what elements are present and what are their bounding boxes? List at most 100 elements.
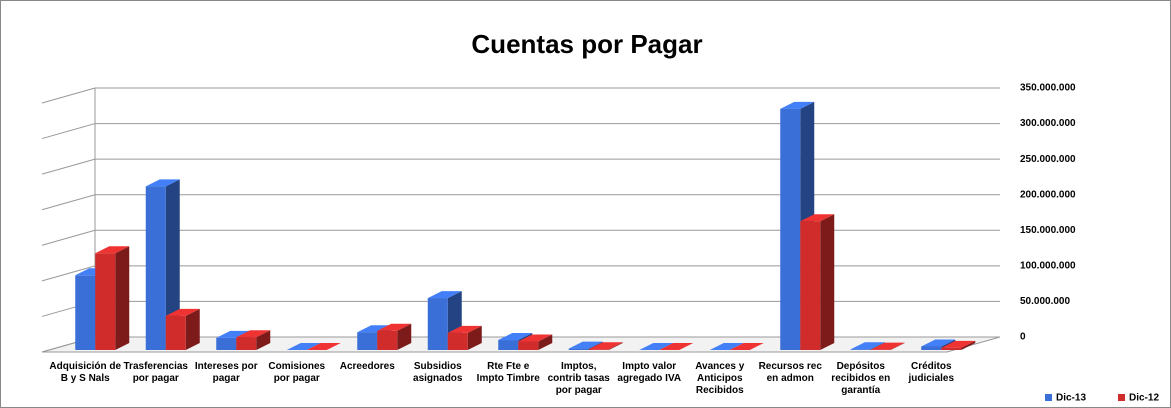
- bar-top: [921, 339, 956, 347]
- bar-top: [729, 343, 764, 350]
- x-tick-label: Adquisición de B y S Nals: [49, 361, 122, 384]
- bar-top: [659, 343, 694, 350]
- y-tick-label: 150.000.000: [1020, 225, 1076, 236]
- bar-front: [850, 349, 871, 350]
- bar-top: [709, 343, 744, 350]
- grid-line-side: [41, 158, 96, 175]
- bar: [729, 343, 764, 350]
- bar-top: [306, 343, 341, 350]
- bar-front: [145, 186, 166, 350]
- grid-line-side: [41, 123, 96, 140]
- legend-label: Dic-12: [1129, 393, 1159, 404]
- bar-front: [498, 340, 519, 350]
- bar-front: [447, 332, 468, 350]
- bar-top: [145, 179, 180, 187]
- grid-line-side: [41, 229, 96, 246]
- bar-top: [850, 342, 885, 350]
- bar-front: [518, 341, 539, 350]
- y-tick-label: 350.000.000: [1020, 83, 1076, 94]
- bar-front: [780, 108, 801, 350]
- x-tick-label: Recursos rec en admon: [758, 361, 822, 384]
- bar: [588, 342, 623, 350]
- bar-top: [95, 246, 130, 254]
- bar: [95, 246, 130, 350]
- bar-side: [115, 246, 130, 350]
- bar-top: [286, 343, 321, 350]
- bar: [165, 308, 200, 350]
- legend-swatch: [1118, 394, 1125, 401]
- bar: [941, 340, 976, 350]
- bar-side: [890, 342, 905, 350]
- bar-side: [538, 334, 553, 350]
- bar-front: [800, 221, 821, 350]
- bar: [709, 343, 744, 350]
- bar-top: [236, 330, 271, 338]
- x-tick-label: Depósitos recibidos en garantía: [831, 361, 891, 396]
- x-tick-label: Acreedores: [339, 361, 395, 372]
- bar-front: [568, 348, 589, 350]
- legend-label: Dic-13: [1056, 393, 1086, 404]
- bar-front: [427, 298, 448, 350]
- grid-line-side: [41, 265, 96, 282]
- bar-side: [397, 323, 412, 350]
- bar-top: [588, 342, 623, 350]
- bar: [236, 330, 271, 350]
- bar-front: [377, 330, 398, 350]
- bar-top: [165, 308, 200, 316]
- bar: [518, 334, 553, 350]
- bar-top: [639, 343, 674, 350]
- bar-front: [95, 253, 116, 350]
- bar-top: [870, 342, 905, 350]
- x-tick-label: Créditos judiciales: [908, 361, 955, 384]
- y-tick-label: 100.000.000: [1020, 260, 1076, 271]
- bar-top: [357, 325, 392, 333]
- bar-front: [236, 337, 257, 350]
- y-tick-label: 250.000.000: [1020, 154, 1076, 165]
- grid-line-side: [41, 194, 96, 211]
- x-tick-label: Impto valor agregado IVA: [617, 361, 682, 384]
- y-tick-label: 300.000.000: [1020, 118, 1076, 129]
- x-tick-label: Imptos, contrib tasas por pagar: [547, 361, 610, 396]
- bar-top: [941, 340, 976, 348]
- bar-top: [518, 334, 553, 342]
- bar-front: [588, 349, 609, 350]
- legend-swatch: [1045, 394, 1052, 401]
- bar-front: [165, 315, 186, 350]
- x-tick-label: Comisiones por pagar: [268, 361, 326, 384]
- bar-side: [185, 308, 200, 350]
- bar-side: [608, 342, 623, 350]
- bar-front: [921, 346, 942, 350]
- bar: [447, 325, 482, 350]
- bar: [145, 179, 180, 350]
- bar-top: [377, 323, 412, 331]
- bar-top: [568, 341, 603, 349]
- bar-top: [216, 330, 251, 338]
- bar: [306, 343, 341, 350]
- bar-side: [165, 179, 180, 350]
- bar: [870, 342, 905, 350]
- grid-line-side: [41, 87, 96, 104]
- bar: [639, 343, 674, 350]
- bar-top: [427, 291, 462, 299]
- x-tick-label: Subsidios asignados: [413, 361, 463, 384]
- bar-top: [498, 333, 533, 341]
- bar-front: [75, 275, 96, 350]
- bar-top: [800, 214, 835, 222]
- bar-front: [941, 347, 962, 350]
- x-tick-label: Trasferencias por pagar: [123, 361, 189, 384]
- bar: [286, 343, 321, 350]
- bar-front: [357, 332, 378, 350]
- x-tick-label: Intereses por pagar: [194, 361, 258, 384]
- chart-title: Cuentas por Pagar: [471, 29, 702, 59]
- bar-side: [820, 214, 835, 350]
- bar-front: [216, 337, 237, 350]
- bar-top: [447, 325, 482, 333]
- x-tick-label: Rte Fte e Impto Timbre: [476, 361, 540, 384]
- x-tick-label: Avances y Anticipos Recibidos: [695, 361, 745, 396]
- bar-top: [780, 101, 815, 109]
- bar-side: [256, 330, 271, 350]
- bar: [800, 214, 835, 350]
- bar: [377, 323, 412, 350]
- y-tick-label: 50.000.000: [1020, 296, 1070, 307]
